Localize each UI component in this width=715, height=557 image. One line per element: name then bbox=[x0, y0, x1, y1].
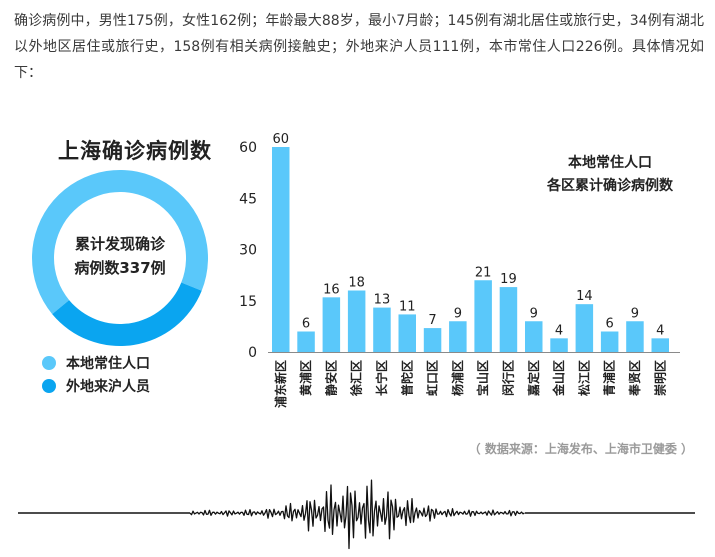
donut-slice-0 bbox=[32, 170, 209, 315]
donut-center-line2: 病例数337例 bbox=[74, 259, 166, 277]
x-tick-label: 崇明区 bbox=[652, 360, 667, 396]
waveform-path bbox=[189, 479, 525, 550]
x-tick-label: 嘉定区 bbox=[526, 360, 541, 397]
x-tick-label: 宝山区 bbox=[475, 360, 490, 396]
bar-chart-title-line1: 本地常住人口 bbox=[568, 155, 652, 171]
waveform-divider bbox=[18, 479, 695, 550]
bar-黄浦区 bbox=[297, 331, 315, 352]
donut-center-line1: 累计发现确诊 bbox=[74, 235, 165, 253]
bar-value-label: 9 bbox=[631, 306, 639, 321]
x-tick-label: 奉贤区 bbox=[627, 360, 642, 397]
donut-legend: 本地常住人口 外地来沪人员 bbox=[42, 351, 150, 397]
x-tick-label: 徐汇区 bbox=[349, 360, 364, 397]
bar-value-label: 21 bbox=[475, 265, 492, 280]
bar-value-label: 16 bbox=[323, 282, 340, 297]
legend-swatch-local bbox=[42, 355, 56, 370]
bar-value-label: 13 bbox=[374, 293, 391, 308]
bar-value-label: 60 bbox=[272, 132, 289, 147]
bar-松江区 bbox=[575, 304, 594, 352]
x-tick-label: 静安区 bbox=[323, 360, 338, 396]
y-tick-label: 60 bbox=[239, 140, 257, 156]
y-tick-label: 30 bbox=[239, 243, 257, 259]
x-tick-label: 虹口区 bbox=[425, 360, 440, 396]
bar-崇明区 bbox=[651, 338, 669, 352]
bar-徐汇区 bbox=[347, 290, 366, 352]
bar-value-label: 9 bbox=[454, 306, 462, 321]
bar-value-label: 4 bbox=[656, 323, 664, 338]
donut-chart bbox=[32, 170, 209, 346]
y-tick-label: 15 bbox=[239, 294, 257, 310]
donut-slice-1 bbox=[52, 282, 202, 346]
bar-value-label: 9 bbox=[530, 306, 538, 321]
legend-label-local: 本地常住人口 bbox=[66, 355, 150, 372]
donut-chart-title: 上海确诊病例数 bbox=[58, 139, 212, 163]
x-tick-label: 普陀区 bbox=[399, 360, 414, 396]
bar-青浦区 bbox=[600, 331, 619, 352]
bar-value-label: 11 bbox=[399, 299, 416, 314]
y-tick-label: 45 bbox=[239, 191, 257, 207]
bar-奉贤区 bbox=[626, 321, 644, 352]
bar-金山区 bbox=[550, 338, 568, 352]
legend-item-nonlocal: 外地来沪人员 bbox=[42, 374, 150, 397]
donut-center-label: 累计发现确诊 病例数337例 bbox=[60, 232, 180, 280]
bar-闵行区 bbox=[499, 287, 518, 352]
bar-长宁区 bbox=[373, 307, 391, 352]
x-tick-label: 黄浦区 bbox=[298, 360, 313, 396]
y-tick-label: 0 bbox=[248, 345, 257, 361]
bar-静安区 bbox=[322, 297, 341, 352]
intro-paragraph: 确诊病例中，男性175例，女性162例；年龄最大88岁，最小7月龄；145例有湖… bbox=[14, 13, 704, 81]
bar-杨浦区 bbox=[449, 321, 467, 352]
bar-浦东新区 bbox=[272, 147, 290, 352]
bar-value-label: 6 bbox=[606, 317, 614, 332]
legend-item-local: 本地常住人口 bbox=[42, 351, 150, 374]
bar-value-label: 4 bbox=[555, 323, 563, 338]
bar-value-label: 6 bbox=[302, 317, 310, 332]
bar-value-label: 18 bbox=[348, 276, 365, 291]
bar-chart-title-line2: 各区累计确诊病例数 bbox=[547, 178, 673, 194]
bar-value-label: 14 bbox=[576, 289, 593, 304]
data-source-note: （ 数据来源：上海发布、上海市卫健委 ） bbox=[468, 442, 693, 456]
bar-value-label: 7 bbox=[428, 313, 436, 328]
x-tick-label: 闵行区 bbox=[500, 360, 515, 396]
bar-嘉定区 bbox=[525, 321, 543, 352]
legend-swatch-nonlocal bbox=[42, 378, 56, 393]
bar-普陀区 bbox=[398, 314, 416, 352]
legend-label-nonlocal: 外地来沪人员 bbox=[66, 378, 150, 395]
bar-虹口区 bbox=[423, 328, 442, 352]
x-tick-label: 杨浦区 bbox=[450, 360, 465, 396]
district-bar-chart: 0 15 30 45 60 60 浦东新区 6 黄浦区 16 静安区 18 徐汇区 13 长宁区 11 普陀区 7… bbox=[239, 132, 680, 408]
bar-chart-title: 本地常住人口 各区累计确诊病例数 bbox=[525, 152, 695, 198]
x-tick-label: 金山区 bbox=[551, 360, 566, 397]
x-tick-label: 青浦区 bbox=[602, 360, 617, 396]
x-tick-label: 浦东新区 bbox=[273, 360, 288, 408]
bar-宝山区 bbox=[474, 280, 492, 352]
x-tick-label: 长宁区 bbox=[374, 360, 389, 396]
bar-value-label: 19 bbox=[500, 272, 517, 287]
x-tick-label: 松江区 bbox=[576, 360, 591, 396]
